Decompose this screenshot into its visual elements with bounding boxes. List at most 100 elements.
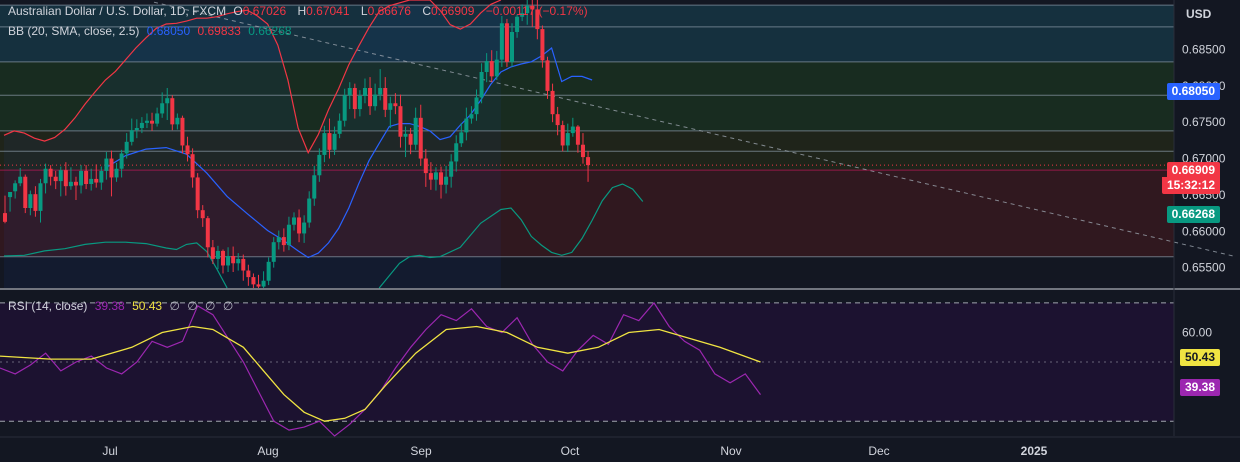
- candle-body: [393, 103, 398, 107]
- candle-body: [53, 176, 58, 182]
- rsi-tick-label: 60.00: [1182, 325, 1212, 339]
- rsi-empty-1: ∅: [169, 299, 180, 313]
- candle-body: [236, 258, 241, 264]
- candle: [428, 162, 433, 190]
- candle: [393, 93, 398, 115]
- candle: [479, 63, 484, 104]
- candle: [3, 195, 7, 224]
- candle: [575, 125, 580, 153]
- candle-body: [586, 157, 591, 166]
- bb-lower-line: [3, 241, 228, 289]
- candle-body: [200, 210, 205, 219]
- candle-body: [266, 261, 271, 281]
- candle: [205, 216, 210, 258]
- candle: [297, 209, 302, 243]
- candle-body: [129, 130, 134, 142]
- bollinger-band-lines: [3, 0, 644, 289]
- candle-body: [428, 173, 433, 180]
- candle-body: [373, 94, 378, 107]
- candle-body: [124, 141, 129, 154]
- candle: [388, 96, 393, 128]
- candle-body: [352, 88, 357, 110]
- candle: [48, 165, 53, 186]
- candle-body: [297, 217, 302, 234]
- candle: [261, 271, 266, 288]
- candle: [84, 165, 89, 190]
- candle: [226, 247, 231, 272]
- candle-body: [317, 154, 322, 176]
- candle: [373, 83, 378, 111]
- open-label: O: [233, 4, 243, 18]
- candle-body: [362, 88, 367, 96]
- candle: [459, 122, 464, 147]
- candle: [129, 118, 134, 146]
- candle-body: [398, 106, 403, 137]
- candle: [144, 113, 149, 128]
- high-label: H: [297, 4, 307, 18]
- rsi-legend[interactable]: RSI (14, close) 39.38 50.43 ∅ ∅ ∅ ∅: [8, 299, 237, 313]
- candle-body: [195, 177, 200, 211]
- candle-body: [150, 120, 155, 124]
- bb-lower-value: 0.66268: [248, 24, 292, 38]
- low-label: L: [360, 4, 368, 18]
- candle-body: [337, 120, 342, 134]
- rsi-empty-3: ∅: [205, 299, 216, 313]
- candle-body: [439, 172, 444, 185]
- candle: [63, 162, 68, 196]
- candle: [337, 113, 342, 139]
- countdown-tag: 15:32:12: [1161, 177, 1220, 194]
- candle-body: [484, 61, 489, 72]
- candle-body: [23, 176, 28, 208]
- candle: [312, 165, 317, 206]
- candle: [94, 164, 99, 188]
- candle-body: [378, 88, 383, 95]
- bb-lower-tag: 0.66268: [1166, 206, 1220, 223]
- candle-body: [494, 59, 499, 77]
- candle: [38, 178, 43, 223]
- candle: [124, 133, 129, 159]
- candle: [378, 69, 383, 101]
- candle-body: [520, 13, 525, 17]
- candle-body: [226, 256, 231, 266]
- candle: [357, 90, 362, 117]
- candle: [155, 107, 160, 127]
- candle: [449, 154, 454, 188]
- candle: [484, 53, 489, 83]
- candle: [73, 176, 78, 200]
- candle-body: [332, 133, 337, 150]
- candle: [200, 205, 205, 227]
- candle-body: [215, 250, 220, 259]
- rsi-empty-2: ∅: [187, 299, 198, 313]
- price-zones: [0, 5, 1174, 257]
- candle-body: [413, 117, 418, 145]
- candle: [454, 135, 459, 172]
- price-tick-label: 0.65500: [1182, 261, 1226, 275]
- candle: [530, 0, 535, 27]
- candle-body: [271, 242, 276, 262]
- candle-body: [550, 90, 555, 115]
- candle-body: [403, 133, 408, 137]
- bb-legend[interactable]: BB (20, SMA, close, 2.5) 0.68050 0.69833…: [8, 24, 296, 38]
- candle: [413, 107, 418, 150]
- candle-body: [3, 213, 7, 222]
- time-tick-label: Dec: [868, 444, 889, 458]
- candle: [119, 149, 124, 178]
- candle-body: [347, 88, 352, 96]
- time-tick-label: Sep: [410, 444, 432, 458]
- candle-body: [459, 132, 464, 144]
- candle: [150, 112, 155, 131]
- candle: [175, 113, 180, 130]
- candle: [520, 4, 525, 22]
- candle: [464, 107, 469, 141]
- candle: [134, 119, 139, 139]
- candle: [307, 191, 312, 228]
- candle: [342, 88, 347, 127]
- candle-body: [190, 154, 195, 178]
- candle: [418, 104, 423, 166]
- price-tick-label: 0.67500: [1182, 115, 1226, 129]
- currency-button[interactable]: USD: [1186, 7, 1212, 21]
- candle-body: [175, 117, 180, 125]
- candles: [3, 0, 591, 288]
- candle: [281, 228, 286, 252]
- candle-body: [464, 118, 469, 133]
